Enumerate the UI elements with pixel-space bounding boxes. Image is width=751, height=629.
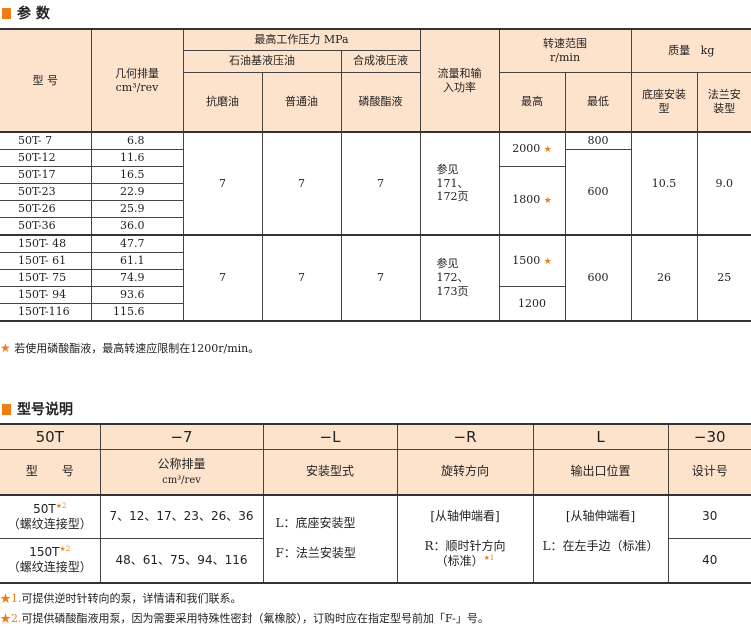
model-code-table: 50T −7 −L −R L −30 型 号公称排量 cm³/rev 安装型式 旋转方向 输出口位… (0, 423, 751, 584)
square-icon (2, 7, 11, 19)
params-table: 型 号 几何排量 cm³/rev 最高工作压力 MPa 流量和输入功率 转速范围 r… (0, 28, 751, 322)
footnote-2: ★2.可提供磷酸酯液用泵，因为需要采用特殊性密封（氟橡胶），订购时应在指定型号前… (0, 612, 489, 625)
table-row: 50T-36 36.0 (0, 217, 751, 236)
star-icon: ★ (543, 256, 552, 267)
table-row: 50T-17 16.5 1800 ★ (0, 166, 751, 236)
params-section-title: 参 数 (2, 3, 50, 23)
star-icon: ★ (543, 145, 552, 156)
footnote-1: ★1.可提供逆时针转向的泵，详情请和我们联系。 (0, 592, 242, 605)
star-icon: ★ (0, 341, 11, 355)
square-icon (2, 403, 11, 415)
table-row: 50T-26 25.9 (0, 200, 751, 218)
table-row: 150T★2 （螺纹连接型） 48、61、75、94、116 40 (0, 538, 751, 583)
table-row: 150T- 75 74.9 (0, 269, 751, 287)
model-code-section-title: 型号说明 (2, 399, 73, 419)
params-note: ★ 若使用磷酸酯液，最高转速应限制在1200r/min。 (0, 341, 260, 355)
table-row: 150T- 94 93.6 1200 (0, 286, 751, 322)
star-icon: ★ (543, 196, 552, 207)
table-row: 50T★2 （螺纹连接型） 7、12、17、23、26、36 L：底座安装型 F：法… (0, 494, 751, 583)
table-row: 150T- 61 61.1 (0, 252, 751, 270)
table-row: 150T-116 115.6 (0, 303, 751, 322)
